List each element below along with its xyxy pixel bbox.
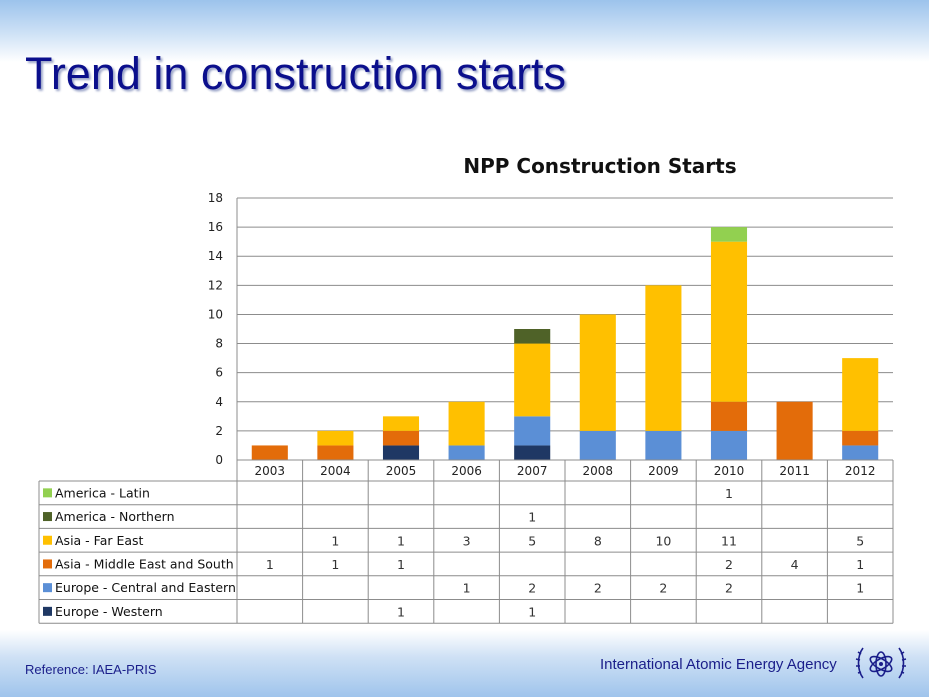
- y-tick-label: 14: [208, 249, 223, 263]
- x-category-label: 2009: [648, 464, 679, 478]
- bar-segment: [514, 343, 551, 417]
- bar-segment: [645, 430, 682, 460]
- bar-segment: [382, 416, 420, 431]
- table-value: 8: [594, 533, 602, 548]
- table-value: 5: [528, 533, 536, 548]
- reference-note: Reference: IAEA-PRIS: [25, 662, 157, 677]
- table-value: 1: [725, 486, 733, 501]
- legend-label: Europe - Western: [55, 604, 163, 619]
- x-category-label: 2005: [386, 464, 417, 478]
- bar-segment: [710, 227, 748, 242]
- legend-label: Europe - Central and Eastern: [55, 580, 236, 595]
- legend-swatch: [43, 583, 52, 593]
- bar-segment: [317, 445, 354, 460]
- table-value: 2: [725, 557, 733, 572]
- legend-label: Asia - Middle East and South: [55, 556, 234, 571]
- y-tick-label: 2: [215, 424, 223, 438]
- bar-segment: [448, 445, 485, 460]
- table-value: 1: [856, 557, 864, 572]
- table-value: 5: [856, 533, 864, 548]
- legend-swatch: [43, 512, 52, 522]
- chart-title: NPP Construction Starts: [463, 154, 737, 178]
- bar-segment: [645, 285, 682, 431]
- legend-label: Asia - Far East: [55, 533, 144, 548]
- legend-swatch: [43, 606, 52, 616]
- y-tick-label: 0: [215, 453, 223, 467]
- iaea-logo-icon: [855, 647, 907, 679]
- bar-segment: [842, 358, 879, 431]
- y-tick-label: 6: [215, 366, 223, 380]
- legend-swatch: [43, 559, 52, 569]
- bar-segment: [842, 445, 879, 460]
- bar-segment: [579, 430, 616, 460]
- table-value: 1: [331, 557, 339, 572]
- table-value: 10: [655, 533, 671, 548]
- x-category-label: 2006: [451, 464, 482, 478]
- bar-segment: [710, 401, 748, 431]
- table-value: 11: [721, 533, 737, 548]
- table-value: 2: [725, 581, 733, 596]
- bar-segment: [514, 416, 551, 446]
- slide-title: Trend in construction starts: [25, 48, 567, 99]
- bar-segment: [579, 314, 616, 431]
- table-value: 1: [528, 604, 536, 619]
- x-category-label: 2012: [845, 464, 876, 478]
- y-tick-label: 16: [208, 220, 223, 234]
- y-tick-label: 4: [215, 395, 223, 409]
- legend-label: America - Northern: [55, 509, 175, 524]
- y-tick-label: 18: [208, 191, 223, 205]
- x-category-label: 2010: [714, 464, 745, 478]
- table-value: 1: [856, 581, 864, 596]
- y-tick-label: 8: [215, 337, 223, 351]
- bar-segment: [710, 430, 748, 460]
- x-category-label: 2011: [779, 464, 810, 478]
- x-category-label: 2007: [517, 464, 548, 478]
- bar-segment: [382, 445, 420, 460]
- y-tick-label: 10: [208, 307, 223, 321]
- x-category-label: 2008: [583, 464, 614, 478]
- table-value: 3: [463, 533, 471, 548]
- table-value: 4: [791, 557, 799, 572]
- table-value: 1: [463, 581, 471, 596]
- footer-band: [0, 630, 929, 697]
- bar-segment: [710, 241, 748, 402]
- bar-segment: [317, 430, 354, 446]
- table-value: 1: [397, 533, 405, 548]
- header-band: [0, 0, 929, 62]
- bar-segment: [448, 401, 485, 446]
- agency-name: International Atomic Energy Agency: [600, 656, 837, 673]
- bar-segment: [514, 445, 551, 460]
- bar-segment: [776, 401, 813, 460]
- legend-label: America - Latin: [55, 485, 150, 500]
- table-value: 1: [397, 557, 405, 572]
- legend-swatch: [43, 535, 52, 545]
- bar-segment: [382, 430, 420, 446]
- table-value: 1: [528, 510, 536, 525]
- bar-segment: [514, 329, 551, 344]
- table-value: 1: [266, 557, 274, 572]
- x-category-label: 2004: [320, 464, 351, 478]
- y-tick-label: 12: [208, 278, 223, 292]
- bar-segment: [842, 430, 879, 446]
- table-value: 2: [659, 581, 667, 596]
- table-value: 1: [331, 533, 339, 548]
- x-category-label: 2003: [255, 464, 286, 478]
- table-value: 2: [594, 581, 602, 596]
- bar-segment: [251, 445, 288, 460]
- legend-swatch: [43, 488, 52, 498]
- table-value: 1: [397, 604, 405, 619]
- table-value: 2: [528, 581, 536, 596]
